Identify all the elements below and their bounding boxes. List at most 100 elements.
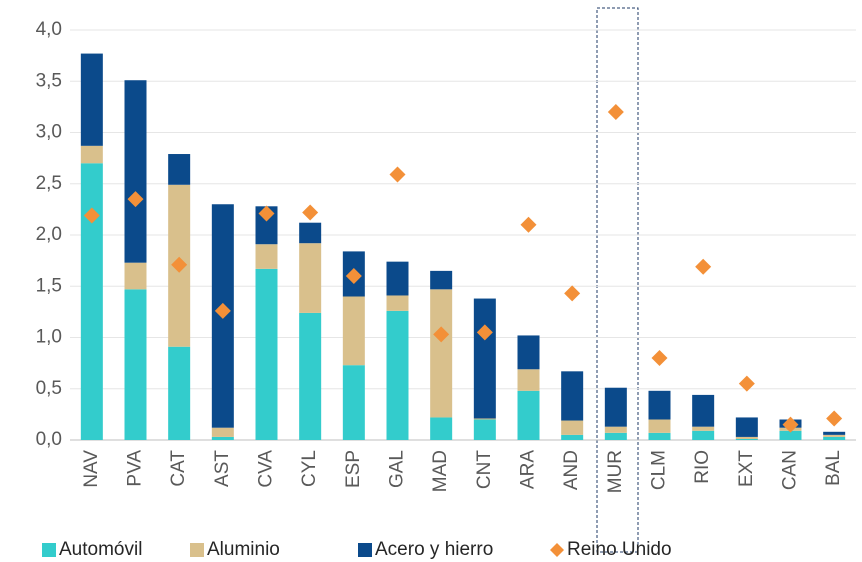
bar-segment — [779, 430, 802, 440]
x-tick-label: ARA — [518, 450, 539, 489]
bar-segment — [473, 298, 496, 419]
legend-label: Acero y hierro — [375, 539, 493, 560]
legend-label: Reino Unido — [567, 539, 672, 560]
diamond-marker — [651, 350, 668, 366]
x-tick-label: PVA — [125, 450, 146, 487]
x-tick-label: CYL — [299, 450, 320, 487]
bar-segment — [561, 420, 584, 435]
bar-segment — [386, 310, 409, 440]
x-tick-label: GAL — [387, 450, 408, 488]
bar-segment — [430, 289, 453, 418]
diamond-marker — [607, 104, 624, 120]
bar-segment — [517, 390, 540, 440]
diamond-marker — [127, 191, 144, 208]
bar-segment — [823, 434, 846, 437]
diamond-marker — [826, 410, 843, 427]
bar-segment — [342, 365, 365, 440]
bar-segment — [648, 419, 671, 433]
bar-segment — [692, 426, 715, 431]
bar-segment — [648, 432, 671, 440]
bar-segment — [168, 346, 191, 440]
x-tick-label: CVA — [256, 450, 277, 488]
y-tick-label: 3,5 — [36, 70, 62, 91]
bar-segment — [648, 390, 671, 420]
bar-segment — [692, 394, 715, 427]
bar-segment — [168, 154, 191, 185]
bar-segment — [299, 222, 322, 244]
diamond-marker — [782, 416, 799, 433]
bar-segment — [604, 426, 627, 433]
diamond-marker — [258, 205, 275, 222]
bar-segment — [604, 387, 627, 427]
bar-segment — [255, 268, 278, 440]
legend-marker — [358, 543, 372, 557]
diamond-marker — [695, 258, 712, 275]
x-tick-label: MAD — [430, 450, 451, 492]
x-tick-label: AND — [561, 450, 582, 490]
diamond-marker — [171, 256, 188, 273]
bar-segment — [299, 312, 322, 440]
y-tick-label: 2,5 — [36, 173, 62, 194]
x-tick-label: RIO — [692, 450, 713, 484]
diamond-marker — [520, 216, 537, 233]
diamond-marker — [302, 204, 319, 221]
bar-segment — [561, 434, 584, 440]
x-tick-label: ESP — [343, 450, 364, 488]
bar-segment — [211, 427, 234, 437]
bar-segment — [342, 296, 365, 366]
bar-segment — [299, 243, 322, 313]
diamond-marker — [345, 268, 362, 284]
x-tick-label: AST — [212, 450, 233, 487]
bar-segment — [735, 436, 758, 439]
bar-segment — [430, 270, 453, 290]
y-tick-label: 0,5 — [36, 378, 62, 399]
bar-segment — [255, 244, 278, 269]
x-tick-label: EXT — [736, 450, 757, 487]
x-tick-label: CAT — [168, 450, 189, 487]
diamond-marker — [214, 302, 231, 319]
x-tick-label: CNT — [474, 450, 495, 489]
bar-segment — [823, 431, 846, 435]
bar-segment — [517, 369, 540, 391]
bar-segment — [430, 417, 453, 440]
diamond-marker — [433, 326, 450, 343]
bar-segment — [80, 53, 103, 146]
legend-marker — [42, 543, 56, 557]
bar-segment — [735, 417, 758, 437]
y-tick-label: 2,0 — [36, 224, 62, 245]
legend-marker — [190, 543, 204, 557]
bar-segment — [473, 419, 496, 440]
bar-segment — [517, 335, 540, 370]
bar-segment — [124, 262, 147, 290]
bar-segment — [80, 145, 103, 164]
highlight-box — [596, 7, 639, 553]
x-tick-label: CLM — [649, 450, 670, 490]
bar-segment — [561, 371, 584, 421]
x-tick-label: BAL — [823, 450, 844, 486]
bar-segment — [473, 418, 496, 420]
diamond-marker — [476, 324, 493, 341]
y-tick-label: 1,0 — [36, 327, 62, 348]
y-tick-label: 0,0 — [36, 429, 62, 450]
y-tick-label: 1,5 — [36, 275, 62, 296]
y-tick-label: 3,0 — [36, 122, 62, 143]
y-tick-label: 4,0 — [36, 19, 62, 40]
x-tick-label: NAV — [81, 450, 102, 488]
x-tick-label: MUR — [605, 450, 626, 493]
diamond-marker — [83, 207, 100, 224]
bar-segment — [386, 295, 409, 311]
x-tick-label: CAN — [780, 450, 801, 490]
bar-segment — [735, 438, 758, 440]
diamond-marker — [389, 166, 406, 183]
legend-label: Aluminio — [207, 539, 280, 560]
bar-segment — [386, 261, 409, 296]
bar-segment — [124, 80, 147, 263]
legend-marker — [550, 543, 564, 557]
bar-segment — [823, 436, 846, 440]
legend-label: Automóvil — [59, 539, 142, 560]
bar-segment — [124, 289, 147, 440]
bar-segment — [692, 430, 715, 440]
diamond-marker — [564, 285, 581, 302]
diamond-marker — [738, 375, 755, 392]
